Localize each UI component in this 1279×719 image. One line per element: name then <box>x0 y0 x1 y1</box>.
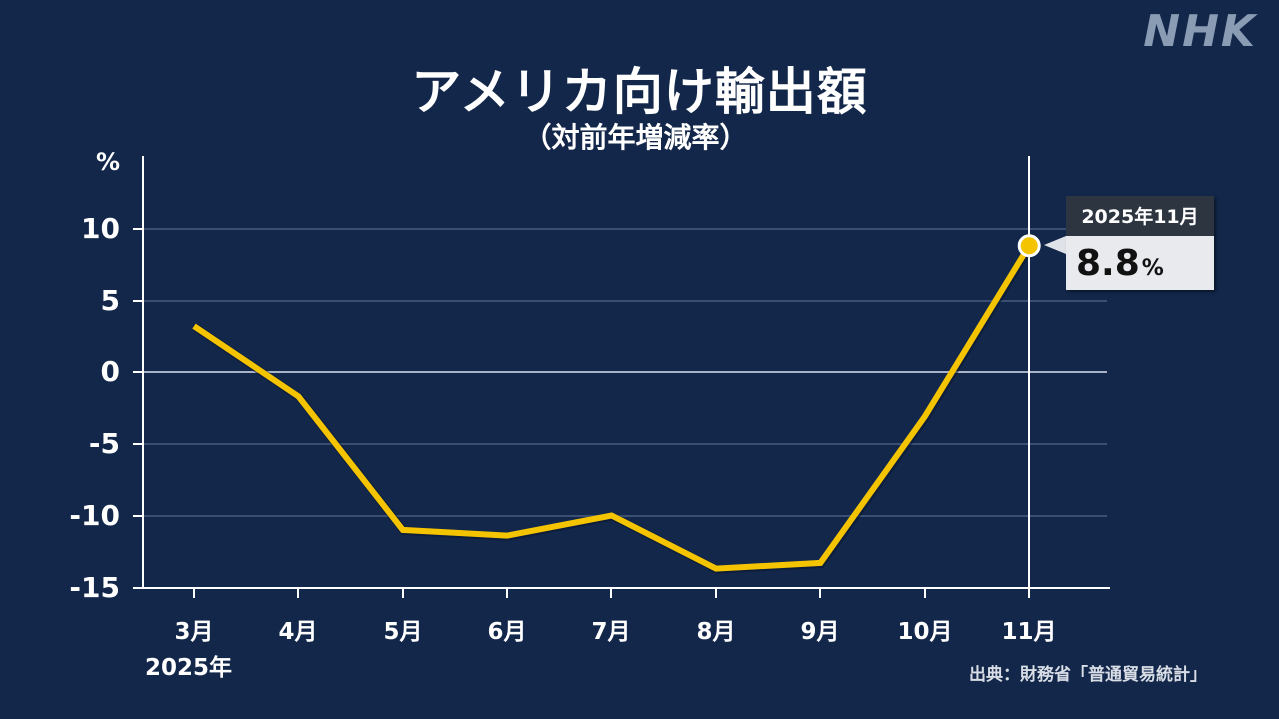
callout-unit: % <box>1141 256 1164 281</box>
x-tick-label: 6月 <box>487 619 527 645</box>
y-axis <box>133 156 144 589</box>
chart-title: アメリカ向け輸出額 <box>411 63 868 121</box>
y-tick-label: -5 <box>88 427 120 460</box>
callout-pointer <box>1044 236 1066 254</box>
series-line-shadow <box>192 244 1034 574</box>
subtitle-text: （対前年増減率） <box>523 121 748 154</box>
y-tick-label: -15 <box>69 571 120 604</box>
y-tick-label: 10 <box>81 212 120 245</box>
y-tick-label: -10 <box>69 499 120 532</box>
x-tick-label: 4月 <box>278 619 318 645</box>
chart-subtitle: （対前年増減率） <box>0 116 1279 156</box>
x-tick-label: 7月 <box>591 619 631 645</box>
series-line <box>192 244 1032 572</box>
x-tick-label: 9月 <box>800 619 840 645</box>
x-tick-label: 8月 <box>696 619 736 645</box>
highlight-point[interactable] <box>1017 234 1041 258</box>
x-tick-label: 10月 <box>897 619 953 645</box>
x-year-label: 2025年 <box>145 655 233 681</box>
x-tick-label: 11月 <box>1001 619 1057 645</box>
x-axis <box>142 587 1110 598</box>
nhk-logo: NHK <box>1143 6 1257 57</box>
x-tick-label: 3月 <box>174 619 214 645</box>
value-callout: 2025年11月 8.8% <box>1066 196 1214 290</box>
y-tick-label: 0 <box>100 355 120 388</box>
callout-value: 8.8 <box>1076 243 1140 284</box>
callout-date: 2025年11月 <box>1066 196 1214 236</box>
callout-value-box: 8.8% <box>1066 236 1214 290</box>
source-note: 出典：財務省「普通貿易統計」 <box>969 665 1207 685</box>
y-axis-unit: % <box>96 148 121 176</box>
x-tick-label: 5月 <box>383 619 423 645</box>
gridlines <box>143 228 1107 517</box>
y-tick-label: 5 <box>100 284 120 317</box>
